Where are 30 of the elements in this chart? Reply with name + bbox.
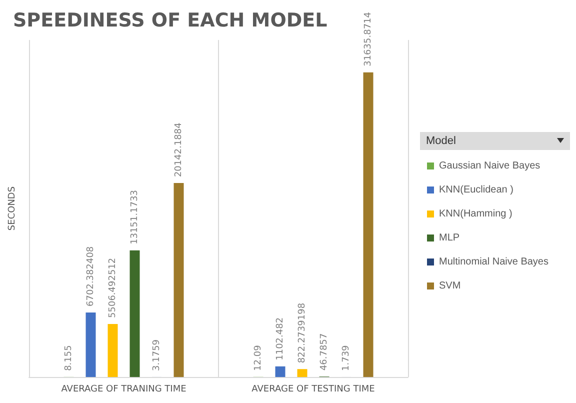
- legend-label: Multinomial Naive Bayes: [439, 256, 548, 268]
- bar: [130, 250, 140, 377]
- bar: [275, 366, 286, 377]
- bar: [363, 72, 374, 377]
- data-label: 1.739: [341, 344, 352, 371]
- data-label: 20142.1884: [174, 122, 184, 178]
- legend-label: MLP: [439, 232, 460, 244]
- data-label: 31635.8714: [363, 12, 374, 66]
- y-axis-title: SECONDS: [8, 186, 18, 231]
- data-label: 13151.1733: [130, 190, 140, 244]
- data-label: 3.1759: [152, 339, 162, 371]
- legend-title: Model: [426, 135, 456, 147]
- chart-title: SPEEDINESS OF EACH MODEL: [13, 10, 328, 32]
- legend-label: SVM: [439, 280, 461, 292]
- legend-label: KNN(Euclidean ): [439, 184, 514, 196]
- data-label: 46.7857: [319, 333, 330, 371]
- bar: [108, 324, 118, 377]
- bar: [174, 183, 184, 377]
- legend-label: KNN(Hamming ): [439, 208, 512, 220]
- data-label: 822.2739198: [297, 302, 308, 364]
- data-label: 12.09: [253, 344, 264, 371]
- legend-label: Gaussian Naive Bayes: [439, 160, 540, 172]
- data-label: 6702.382408: [86, 246, 96, 306]
- bar: [86, 312, 96, 377]
- x-tick-label: AVERAGE OF TRANING TIME: [61, 384, 187, 394]
- data-label: 5506.492512: [108, 258, 118, 318]
- data-label: 1102.482: [275, 317, 286, 360]
- x-tick-label: AVERAGE OF TESTING TIME: [252, 384, 376, 394]
- bar: [297, 369, 308, 377]
- data-label: 8.155: [64, 345, 74, 371]
